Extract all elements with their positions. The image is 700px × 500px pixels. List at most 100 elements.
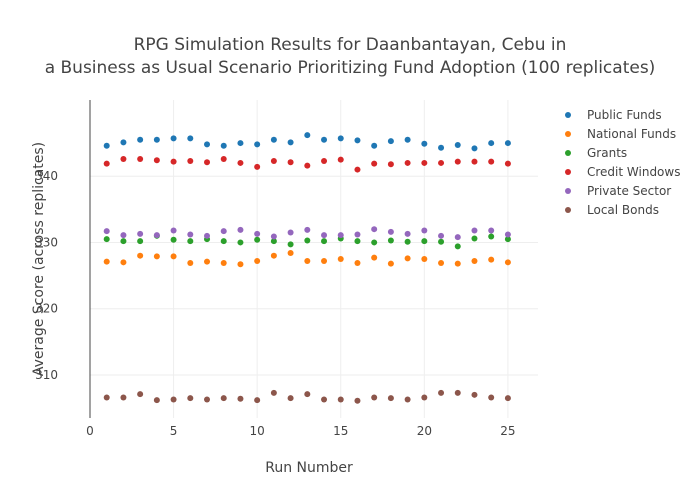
data-point[interactable] <box>170 158 177 165</box>
data-point[interactable] <box>471 158 478 165</box>
data-point[interactable] <box>488 158 495 165</box>
data-point[interactable] <box>387 161 394 168</box>
data-point[interactable] <box>120 155 127 162</box>
data-point[interactable] <box>170 236 177 243</box>
data-point[interactable] <box>504 231 511 238</box>
data-point[interactable] <box>504 160 511 167</box>
data-point[interactable] <box>254 163 261 170</box>
data-point[interactable] <box>354 137 361 144</box>
data-point[interactable] <box>404 230 411 237</box>
data-point[interactable] <box>354 166 361 173</box>
data-point[interactable] <box>304 257 311 264</box>
data-point[interactable] <box>270 136 277 143</box>
legend-item[interactable]: National Funds <box>565 127 676 141</box>
data-point[interactable] <box>404 396 411 403</box>
data-point[interactable] <box>254 397 261 404</box>
data-point[interactable] <box>103 236 110 243</box>
data-point[interactable] <box>371 254 378 261</box>
data-point[interactable] <box>237 226 244 233</box>
data-point[interactable] <box>337 156 344 163</box>
data-point[interactable] <box>287 250 294 257</box>
data-point[interactable] <box>321 238 328 245</box>
data-point[interactable] <box>321 232 328 239</box>
data-point[interactable] <box>321 396 328 403</box>
data-point[interactable] <box>488 227 495 234</box>
data-point[interactable] <box>371 142 378 149</box>
data-point[interactable] <box>387 237 394 244</box>
data-point[interactable] <box>387 228 394 235</box>
data-point[interactable] <box>421 394 428 401</box>
data-point[interactable] <box>504 395 511 402</box>
data-point[interactable] <box>354 259 361 266</box>
data-point[interactable] <box>354 397 361 404</box>
data-point[interactable] <box>454 234 461 241</box>
data-point[interactable] <box>254 141 261 148</box>
data-point[interactable] <box>454 142 461 149</box>
data-point[interactable] <box>220 142 227 149</box>
data-point[interactable] <box>237 261 244 268</box>
data-point[interactable] <box>204 141 211 148</box>
legend-item[interactable]: Private Sector <box>565 184 671 198</box>
data-point[interactable] <box>371 394 378 401</box>
data-point[interactable] <box>120 232 127 239</box>
legend-item[interactable]: Local Bonds <box>565 203 659 217</box>
data-point[interactable] <box>153 397 160 404</box>
data-point[interactable] <box>254 230 261 237</box>
data-point[interactable] <box>153 136 160 143</box>
data-point[interactable] <box>371 160 378 167</box>
data-point[interactable] <box>287 139 294 146</box>
data-point[interactable] <box>237 395 244 402</box>
data-point[interactable] <box>120 139 127 146</box>
data-point[interactable] <box>488 140 495 147</box>
data-point[interactable] <box>304 226 311 233</box>
data-point[interactable] <box>187 231 194 238</box>
data-point[interactable] <box>187 395 194 402</box>
data-point[interactable] <box>153 157 160 164</box>
data-point[interactable] <box>137 136 144 143</box>
data-point[interactable] <box>337 135 344 142</box>
data-point[interactable] <box>137 230 144 237</box>
data-point[interactable] <box>337 232 344 239</box>
data-point[interactable] <box>204 159 211 166</box>
data-point[interactable] <box>471 227 478 234</box>
data-point[interactable] <box>404 238 411 245</box>
data-point[interactable] <box>220 155 227 162</box>
data-point[interactable] <box>120 238 127 245</box>
data-point[interactable] <box>438 389 445 396</box>
data-point[interactable] <box>304 132 311 139</box>
data-point[interactable] <box>387 138 394 145</box>
data-point[interactable] <box>170 253 177 260</box>
data-point[interactable] <box>120 394 127 401</box>
data-point[interactable] <box>504 140 511 147</box>
legend-item[interactable]: Grants <box>565 146 627 160</box>
data-point[interactable] <box>270 238 277 245</box>
data-point[interactable] <box>421 159 428 166</box>
data-point[interactable] <box>270 252 277 259</box>
data-point[interactable] <box>354 231 361 238</box>
data-point[interactable] <box>220 228 227 235</box>
data-point[interactable] <box>471 391 478 398</box>
data-point[interactable] <box>237 159 244 166</box>
data-point[interactable] <box>153 253 160 260</box>
data-point[interactable] <box>321 157 328 164</box>
legend-item[interactable]: Public Funds <box>565 108 662 122</box>
data-point[interactable] <box>337 396 344 403</box>
data-point[interactable] <box>103 228 110 235</box>
legend-item[interactable]: Credit Windows <box>565 165 680 179</box>
data-point[interactable] <box>371 239 378 246</box>
data-point[interactable] <box>387 395 394 402</box>
data-point[interactable] <box>304 237 311 244</box>
data-point[interactable] <box>137 252 144 259</box>
data-point[interactable] <box>354 238 361 245</box>
data-point[interactable] <box>421 256 428 262</box>
data-point[interactable] <box>454 260 461 267</box>
data-point[interactable] <box>321 257 328 264</box>
data-point[interactable] <box>170 135 177 142</box>
data-point[interactable] <box>371 226 378 233</box>
data-point[interactable] <box>438 259 445 266</box>
data-point[interactable] <box>287 229 294 236</box>
data-point[interactable] <box>187 135 194 142</box>
data-point[interactable] <box>438 232 445 239</box>
data-point[interactable] <box>270 389 277 396</box>
data-point[interactable] <box>471 145 478 152</box>
